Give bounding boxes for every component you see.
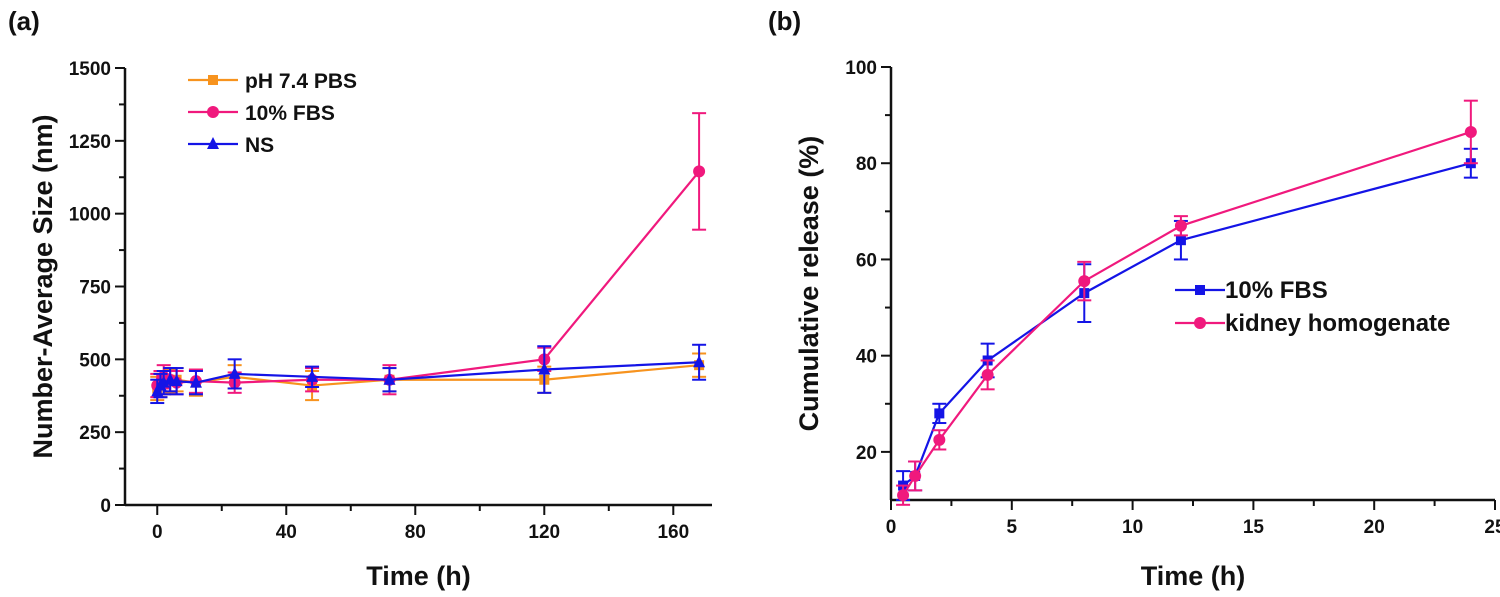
data-point xyxy=(981,368,994,381)
data-point xyxy=(207,106,219,118)
data-point xyxy=(383,372,396,385)
x-tick-label: 5 xyxy=(1007,517,1018,538)
legend-label: kidney homogenate xyxy=(1225,310,1450,337)
x-tick-label: 120 xyxy=(528,522,560,543)
y-tick-label: 80 xyxy=(856,154,877,175)
legend-item: pH 7.4 PBS xyxy=(188,70,357,93)
panel-label: (a) xyxy=(8,6,40,36)
y-tick-label: 750 xyxy=(79,278,111,299)
legend-label: 10% FBS xyxy=(245,102,335,125)
data-point xyxy=(934,408,945,419)
legend-label: 10% FBS xyxy=(1225,277,1328,304)
data-point xyxy=(170,374,183,387)
data-point xyxy=(933,433,946,446)
legend-item: kidney homogenate xyxy=(1175,310,1450,337)
y-tick-label: 20 xyxy=(856,443,877,464)
legend-item: NS xyxy=(188,134,274,157)
y-tick-label: 40 xyxy=(856,347,877,368)
data-point xyxy=(208,75,218,85)
x-tick-label: 0 xyxy=(152,522,163,543)
data-point xyxy=(1174,219,1187,232)
legend-label: NS xyxy=(245,134,274,157)
y-tick-label: 500 xyxy=(79,350,111,371)
data-point xyxy=(189,375,202,388)
series-1 xyxy=(150,112,707,399)
legend-item: 10% FBS xyxy=(188,102,335,125)
data-point xyxy=(207,137,219,149)
x-tick-label: 20 xyxy=(1364,517,1385,538)
data-point xyxy=(306,369,319,382)
y-tick-label: 0 xyxy=(100,496,111,517)
y-axis-label: Cumulative release (%) xyxy=(794,136,824,432)
y-tick-label: 1500 xyxy=(69,59,111,80)
data-point xyxy=(1078,275,1091,288)
x-axis-label: Time (h) xyxy=(1141,561,1246,591)
panel-a: (a) 0 40 80 120 160 0 250 500 750 1000 1250 1500 Time… xyxy=(8,6,712,591)
y-axis-label: Number-Average Size (nm) xyxy=(28,114,58,458)
data-point xyxy=(897,489,910,502)
y-tick-label: 250 xyxy=(79,423,111,444)
data-point xyxy=(1464,125,1477,138)
x-axis-label: Time (h) xyxy=(366,561,471,591)
panel-label: (b) xyxy=(768,6,801,36)
y-tick-label: 60 xyxy=(856,250,877,271)
x-tick-label: 40 xyxy=(276,522,297,543)
series-1 xyxy=(896,99,1478,506)
legend-item: 10% FBS xyxy=(1175,277,1328,304)
data-point xyxy=(1195,285,1205,295)
x-tick-label: 80 xyxy=(405,522,426,543)
series-2 xyxy=(150,343,707,405)
y-tick-label: 1000 xyxy=(69,205,111,226)
data-point xyxy=(538,362,551,375)
series-line xyxy=(156,170,700,387)
x-tick-label: 160 xyxy=(657,522,689,543)
data-point xyxy=(909,469,922,482)
x-tick-label: 0 xyxy=(886,517,897,538)
legend-label: pH 7.4 PBS xyxy=(245,70,357,93)
data-point xyxy=(693,165,706,178)
x-tick-label: 15 xyxy=(1243,517,1265,538)
x-tick-label: 25 xyxy=(1484,517,1500,538)
y-tick-label: 100 xyxy=(845,58,877,79)
data-point xyxy=(1175,235,1186,246)
panel-b: (b) 0 5 10 15 20 25 20 40 60 80 100 Time (h) Cumulati… xyxy=(768,6,1500,591)
data-point xyxy=(228,366,241,379)
data-point xyxy=(693,355,706,368)
x-tick-label: 10 xyxy=(1122,517,1143,538)
y-tick-label: 1250 xyxy=(69,132,111,153)
data-point xyxy=(1194,317,1206,329)
